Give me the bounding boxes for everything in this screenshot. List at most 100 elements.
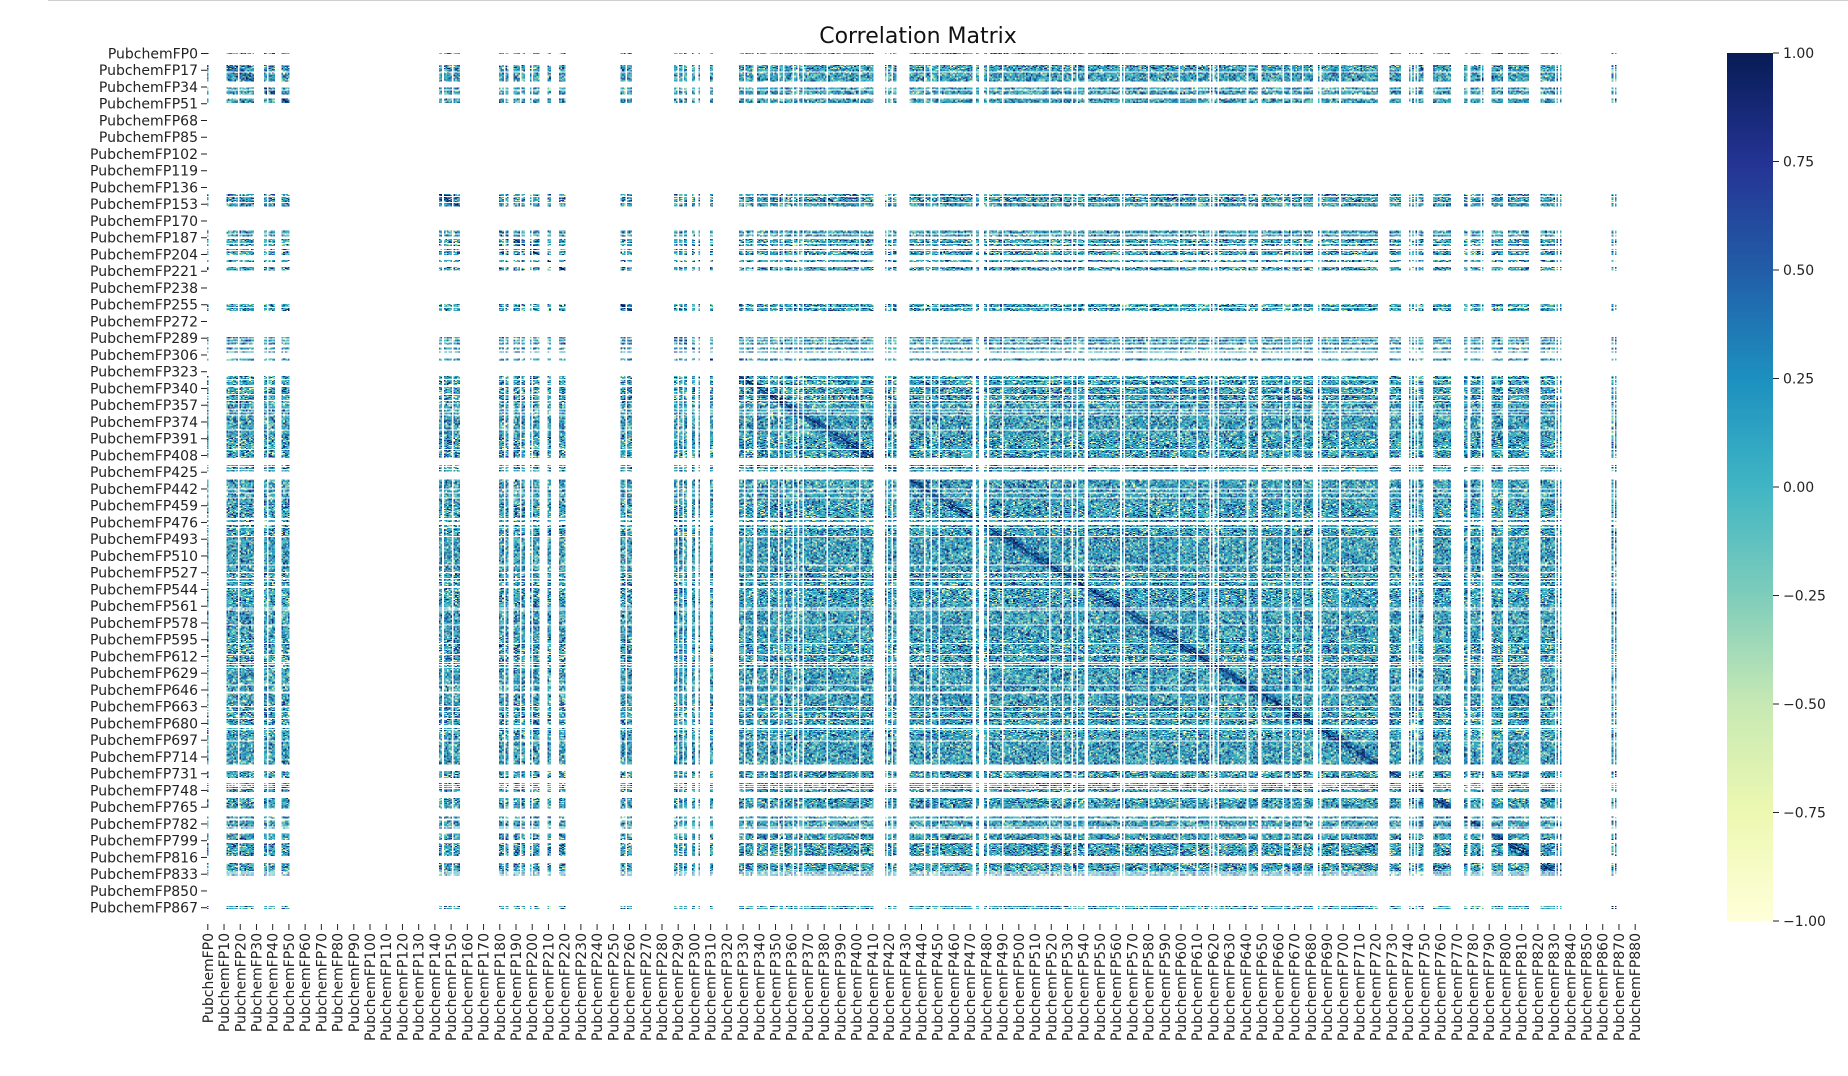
- y-tick-label: PubchemFP595: [90, 633, 198, 649]
- x-tick-label: PubchemFP90: [347, 933, 363, 1032]
- heatmap-raster: [207, 53, 1636, 921]
- x-tick-label: PubchemFP600: [1174, 933, 1190, 1041]
- x-tick-label: PubchemFP200: [525, 933, 541, 1041]
- x-tick-label: PubchemFP320: [720, 933, 736, 1041]
- colorbar-ticks: 1.00 0.75 0.50 0.25 0.00 −0.25 −0.50 −0.75 −1.00: [1773, 46, 1826, 930]
- x-tick-label: PubchemFP420: [882, 933, 898, 1041]
- x-tick-label: PubchemFP670: [1288, 933, 1304, 1041]
- y-tick-label: PubchemFP272: [90, 314, 198, 330]
- y-tick-label: PubchemFP391: [90, 432, 198, 448]
- x-tick-label: PubchemFP280: [655, 933, 671, 1041]
- x-tick-label: PubchemFP300: [687, 933, 703, 1041]
- x-tick-label: PubchemFP720: [1369, 933, 1385, 1041]
- colorbar: 1.00 0.75 0.50 0.25 0.00 −0.25 −0.50 −0.75 −1.00: [1727, 46, 1826, 930]
- y-tick-label: PubchemFP170: [90, 214, 198, 230]
- y-tick-label: PubchemFP102: [90, 147, 198, 163]
- y-tick-label: PubchemFP306: [90, 348, 198, 364]
- x-tick-label: PubchemFP170: [477, 933, 493, 1041]
- y-tick-label: PubchemFP340: [90, 381, 198, 397]
- y-tick-label: PubchemFP221: [90, 264, 198, 280]
- x-tick-label: PubchemFP500: [1012, 933, 1028, 1041]
- x-tick-label: PubchemFP360: [785, 933, 801, 1041]
- y-tick-label: PubchemFP629: [90, 666, 198, 682]
- x-tick-label: PubchemFP540: [1077, 933, 1093, 1041]
- y-tick-label: PubchemFP17: [99, 63, 198, 79]
- top-divider: [48, 0, 1848, 1]
- x-tick-label: PubchemFP570: [1125, 933, 1141, 1041]
- x-tick-label: PubchemFP730: [1385, 933, 1401, 1041]
- y-tick-label: PubchemFP476: [90, 515, 198, 531]
- colorbar-tick-label: 0.25: [1783, 372, 1814, 388]
- chart-title: Correlation Matrix: [819, 24, 1017, 49]
- y-tick-label: PubchemFP510: [90, 549, 198, 565]
- y-tick-label: PubchemFP850: [90, 884, 198, 900]
- colorbar-tick-label: −0.50: [1783, 697, 1826, 713]
- x-tick-label: PubchemFP790: [1482, 933, 1498, 1041]
- x-tick-label: PubchemFP140: [428, 933, 444, 1041]
- x-tick-label: PubchemFP710: [1352, 933, 1368, 1041]
- colorbar-tick-label: 0.50: [1783, 263, 1814, 279]
- y-tick-label: PubchemFP612: [90, 649, 198, 665]
- x-tick-label: PubchemFP650: [1255, 933, 1271, 1041]
- x-tick-label: PubchemFP0: [201, 933, 217, 1023]
- y-tick-label: PubchemFP646: [90, 683, 198, 699]
- x-tick-label: PubchemFP630: [1223, 933, 1239, 1041]
- y-tick-label: PubchemFP85: [99, 130, 198, 146]
- x-tick-label: PubchemFP10: [217, 933, 233, 1032]
- y-tick-label: PubchemFP663: [90, 700, 198, 716]
- y-tick-label: PubchemFP0: [108, 46, 198, 62]
- x-tick-label: PubchemFP840: [1563, 933, 1579, 1041]
- x-tick-label: PubchemFP880: [1628, 933, 1644, 1041]
- x-tick-label: PubchemFP820: [1531, 933, 1547, 1041]
- x-tick-label: PubchemFP130: [412, 933, 428, 1041]
- y-tick-label: PubchemFP680: [90, 716, 198, 732]
- y-tick-label: PubchemFP782: [90, 817, 198, 833]
- y-tick-label: PubchemFP187: [90, 231, 198, 247]
- x-tick-label: PubchemFP40: [266, 933, 282, 1032]
- x-tick-label: PubchemFP590: [1158, 933, 1174, 1041]
- x-tick-label: PubchemFP520: [1044, 933, 1060, 1041]
- x-tick-label: PubchemFP30: [249, 933, 265, 1032]
- y-tick-label: PubchemFP459: [90, 499, 198, 515]
- x-tick-label: PubchemFP180: [493, 933, 509, 1041]
- x-tick-label: PubchemFP780: [1466, 933, 1482, 1041]
- y-tick-label: PubchemFP323: [90, 365, 198, 381]
- x-tick-label: PubchemFP660: [1271, 933, 1287, 1041]
- colorbar-tick-label: −1.00: [1783, 914, 1826, 930]
- x-tick-label: PubchemFP760: [1434, 933, 1450, 1041]
- x-tick-label: PubchemFP80: [331, 933, 347, 1032]
- x-tick-label: PubchemFP410: [866, 933, 882, 1041]
- x-tick-label: PubchemFP810: [1515, 933, 1531, 1041]
- x-tick-label: PubchemFP210: [541, 933, 557, 1041]
- x-tick-label: PubchemFP740: [1401, 933, 1417, 1041]
- y-tick-label: PubchemFP425: [90, 465, 198, 481]
- y-tick-label: PubchemFP527: [90, 566, 198, 582]
- y-tick-label: PubchemFP493: [90, 532, 198, 548]
- x-tick-label: PubchemFP850: [1580, 933, 1596, 1041]
- x-tick-label: PubchemFP440: [915, 933, 931, 1041]
- x-tick-label: PubchemFP400: [850, 933, 866, 1041]
- y-tick-label: PubchemFP238: [90, 281, 198, 297]
- x-tick-label: PubchemFP100: [363, 933, 379, 1041]
- y-tick-label: PubchemFP833: [90, 867, 198, 883]
- x-tick-label: PubchemFP250: [606, 933, 622, 1041]
- y-tick-label: PubchemFP442: [90, 482, 198, 498]
- x-tick-label: PubchemFP610: [1190, 933, 1206, 1041]
- x-tick-label: PubchemFP490: [996, 933, 1012, 1041]
- x-tick-label: PubchemFP770: [1450, 933, 1466, 1041]
- y-tick-label: PubchemFP799: [90, 834, 198, 850]
- x-tick-label: PubchemFP70: [314, 933, 330, 1032]
- x-tick-label: PubchemFP830: [1547, 933, 1563, 1041]
- y-tick-label: PubchemFP731: [90, 767, 198, 783]
- x-tick-label: PubchemFP870: [1612, 933, 1628, 1041]
- x-tick-label: PubchemFP110: [379, 933, 395, 1041]
- x-tick-label: PubchemFP700: [1336, 933, 1352, 1041]
- y-tick-label: PubchemFP578: [90, 616, 198, 632]
- x-tick-label: PubchemFP530: [1060, 933, 1076, 1041]
- y-tick-label: PubchemFP68: [99, 113, 198, 129]
- x-tick-label: PubchemFP120: [395, 933, 411, 1041]
- y-tick-label: PubchemFP34: [99, 80, 198, 96]
- x-tick-label: PubchemFP460: [947, 933, 963, 1041]
